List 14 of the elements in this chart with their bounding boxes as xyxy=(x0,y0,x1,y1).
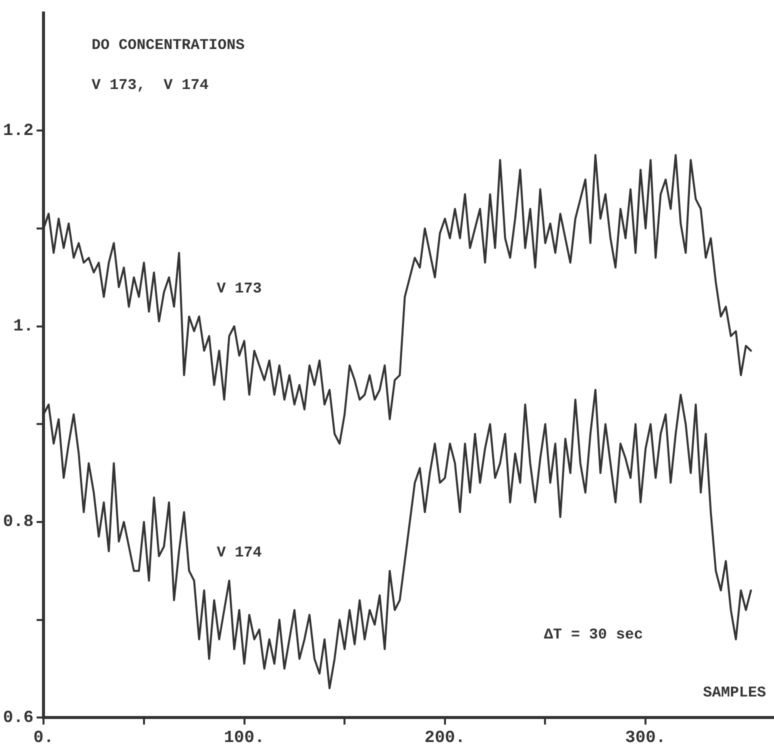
x-tick-label: 0. xyxy=(33,729,54,748)
y-tick-label: 1.2 xyxy=(2,122,34,141)
y-tick-label: 0.6 xyxy=(2,708,34,728)
x-tick-label: 300. xyxy=(625,729,666,748)
x-tick-label: 200. xyxy=(424,729,466,748)
series-label: V 174 xyxy=(216,544,262,562)
x-axis-title: SAMPLES xyxy=(702,684,766,702)
y-tick-label: 0.8 xyxy=(2,513,34,532)
series-label: V 173 xyxy=(216,280,262,298)
text: V 173, V 174 xyxy=(92,76,209,94)
text: DO CONCENTRATIONS xyxy=(92,36,245,54)
x-tick-label: 100. xyxy=(224,729,265,748)
annotation: ΔT = 30 sec xyxy=(544,626,644,644)
y-tick-label: 1. xyxy=(13,318,34,337)
